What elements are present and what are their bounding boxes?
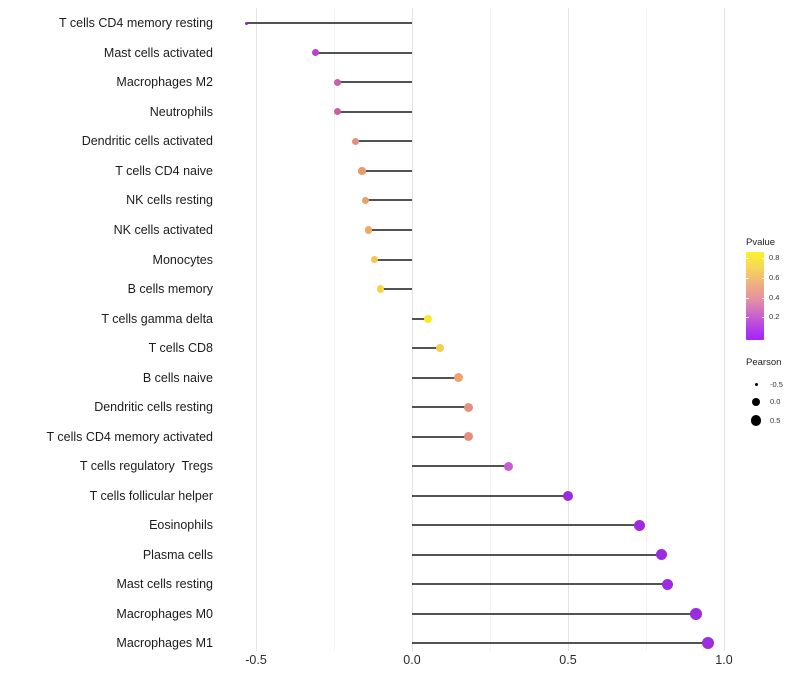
lollipop-point	[364, 226, 372, 234]
lollipop-stem	[412, 612, 696, 615]
lollipop-stem	[412, 465, 509, 468]
y-axis-label: NK cells resting	[126, 193, 213, 208]
y-axis-label: Plasma cells	[142, 547, 213, 562]
lollipop-point	[656, 549, 668, 561]
lollipop-point	[504, 461, 514, 471]
x-axis-tick-label: 0.0	[403, 653, 421, 667]
lollipop-point	[463, 432, 473, 442]
y-axis-label: T cells CD4 memory resting	[59, 16, 213, 31]
lollipop-point	[352, 137, 360, 146]
y-axis-label: T cells CD8	[148, 341, 213, 356]
lollipop-point	[311, 49, 319, 57]
x-axis-tick-label: 1.0	[715, 653, 733, 667]
lollipop-stem	[412, 553, 662, 556]
pearson-size-label: 0.0	[770, 397, 781, 407]
y-axis-label: Mast cells activated	[103, 45, 213, 60]
lollipop-point	[702, 637, 715, 650]
lollipop-stem	[380, 288, 412, 291]
y-axis-label: Dendritic cells activated	[81, 134, 213, 149]
pvalue-tick-label: 0.2	[769, 312, 780, 322]
pvalue-tick-label: 0.6	[769, 272, 780, 282]
y-axis-label: B cells naive	[142, 370, 213, 385]
y-axis-label: Dendritic cells resting	[94, 400, 213, 415]
pvalue-tick-mark	[746, 277, 749, 279]
lollipop-stem	[412, 583, 668, 586]
y-axis-label: Mast cells resting	[116, 577, 213, 592]
lollipop-stem	[412, 347, 441, 350]
pvalue-tick-mark	[761, 277, 764, 279]
y-axis-label: Macrophages M1	[116, 636, 213, 651]
lollipop-stem	[337, 110, 412, 113]
pvalue-tick-mark	[746, 317, 749, 319]
y-axis-label: Macrophages M0	[116, 606, 213, 621]
y-axis-label: Neutrophils	[149, 104, 213, 119]
x-axis-tick-label: 0.5	[559, 653, 577, 667]
lollipop-stem	[315, 51, 412, 54]
lollipop-stem	[412, 376, 459, 379]
lollipop-stem	[246, 22, 412, 25]
pvalue-legend-title: Pvalue	[746, 237, 776, 248]
lollipop-stem	[337, 81, 412, 84]
y-axis-label: T cells follicular helper	[89, 488, 213, 503]
major-gridline	[255, 8, 257, 651]
major-gridline	[567, 8, 569, 651]
lollipop-point	[463, 402, 473, 412]
major-gridline	[411, 8, 413, 651]
y-axis-label: Monocytes	[152, 252, 213, 267]
lollipop-stem	[368, 229, 412, 231]
lollipop-stem	[412, 642, 709, 645]
lollipop-point	[435, 343, 445, 353]
pvalue-colorbar	[746, 252, 764, 340]
lollipop-stem	[412, 317, 428, 320]
major-gridline	[723, 8, 725, 651]
pvalue-tick-mark	[761, 297, 764, 299]
lollipop-point	[634, 519, 646, 531]
y-axis-label: T cells regulatory Tregs	[79, 459, 213, 474]
lollipop-point	[333, 78, 341, 86]
pearson-size-label: 0.5	[770, 415, 781, 425]
pearson-size-dot	[750, 415, 762, 426]
pearson-size-dot	[754, 383, 758, 387]
minor-gridline	[333, 8, 335, 651]
pvalue-tick-mark	[746, 258, 749, 259]
pvalue-tick-mark	[746, 297, 749, 299]
y-axis-label: NK cells activated	[113, 223, 213, 237]
pearson-legend-title: Pearson	[746, 357, 782, 368]
lollipop-point	[563, 490, 573, 501]
pearson-size-label: -0.5	[770, 379, 783, 389]
lollipop-point	[370, 255, 379, 264]
lollipop-point	[358, 167, 366, 175]
minor-gridline	[489, 8, 491, 651]
y-axis-label: Macrophages M2	[116, 75, 213, 90]
lollipop-stem	[355, 140, 412, 143]
lollipop-stem	[365, 199, 412, 202]
minor-gridline	[645, 8, 647, 651]
lollipop-point	[690, 608, 702, 620]
lollipop-point	[361, 196, 369, 205]
x-axis-tick-label: -0.5	[245, 653, 267, 667]
lollipop-stem	[412, 524, 640, 527]
lollipop-stem	[362, 169, 412, 172]
pvalue-tick-mark	[761, 317, 764, 319]
y-axis-label: Eosinophils	[149, 518, 213, 533]
y-axis-label: T cells CD4 memory activated	[46, 429, 214, 444]
lollipop-stem	[412, 494, 568, 497]
pvalue-tick-label: 0.8	[769, 253, 780, 262]
pearson-size-dot	[752, 398, 760, 407]
y-axis-label: T cells gamma delta	[101, 311, 213, 326]
pvalue-tick-label: 0.4	[769, 292, 780, 302]
lollipop-point	[333, 108, 341, 116]
lollipop-stem	[374, 258, 412, 261]
lollipop-point	[423, 314, 432, 323]
lollipop-point	[245, 21, 249, 25]
y-axis-label: B cells memory	[127, 282, 213, 297]
lollipop-stem	[412, 406, 469, 409]
pvalue-tick-mark	[761, 258, 764, 259]
lollipop-point	[454, 373, 464, 383]
y-axis-label: T cells CD4 naive	[115, 163, 213, 178]
lollipop-stem	[412, 435, 469, 438]
lollipop-point	[662, 578, 674, 591]
lollipop-point	[377, 285, 385, 293]
